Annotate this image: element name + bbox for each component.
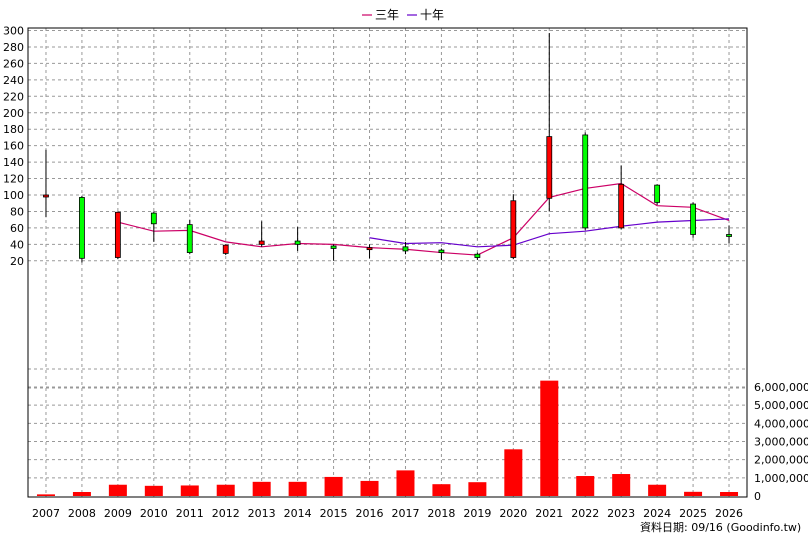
- candle-body: [402, 246, 409, 252]
- volume-bar: [684, 491, 703, 496]
- volume-bar: [216, 484, 235, 496]
- volume-bar: [108, 484, 127, 496]
- volume-bar: [468, 482, 487, 496]
- candle-body: [474, 253, 481, 258]
- year-tick-label: 2011: [176, 507, 204, 520]
- year-tick-label: 2014: [284, 507, 312, 520]
- candle-body: [726, 234, 732, 237]
- volume-tick-label: 0: [754, 490, 761, 503]
- candle-body: [114, 211, 121, 258]
- candle-body: [438, 249, 445, 253]
- volume-bar: [612, 474, 631, 496]
- x-axis: 2007 2008 2009 2010 2011 2012 2013 2014 2015 2016…: [32, 507, 743, 520]
- volume-bar: [72, 492, 91, 496]
- volume-bar: [576, 476, 595, 496]
- candle-body: [150, 212, 157, 225]
- year-tick-label: 2015: [320, 507, 348, 520]
- year-tick-label: 2010: [140, 507, 168, 520]
- volume-tick-label: 3,000,000: [754, 436, 808, 449]
- price-tick-label: 220: [3, 90, 24, 103]
- candles: [43, 32, 732, 263]
- volume-bar: [720, 492, 739, 496]
- price-tick-label: 180: [3, 123, 24, 136]
- volume-tick-label: 6,000,000: [754, 381, 808, 394]
- volume-tick-label: 1,000,000: [754, 472, 808, 485]
- year-tick-label: 2018: [427, 507, 455, 520]
- volume-bar: [36, 494, 55, 496]
- legend-label-ten-year: 十年: [420, 8, 444, 22]
- volume-bar: [288, 481, 307, 496]
- price-tick-label: 160: [3, 140, 24, 153]
- volume-tick-label: 2,000,000: [754, 454, 808, 467]
- volume-bar: [360, 480, 379, 496]
- volume-bar: [252, 481, 271, 496]
- data-date-credit: 資料日期: 09/16 (Goodinfo.tw): [640, 520, 801, 534]
- candle-body: [582, 134, 589, 229]
- candle-body: [546, 136, 553, 199]
- candle-body: [294, 240, 301, 245]
- ma-line-three-year: [117, 182, 730, 256]
- year-tick-label: 2016: [356, 507, 384, 520]
- price-tick-label: 100: [3, 189, 24, 202]
- year-tick-label: 2009: [104, 507, 132, 520]
- legend: 三年 十年: [362, 8, 444, 22]
- candle-body: [43, 194, 49, 198]
- plot-frame: [27, 27, 748, 498]
- candle-body: [654, 184, 661, 203]
- candle-body: [366, 247, 373, 251]
- price-tick-label: 60: [10, 222, 24, 235]
- candle-body: [618, 183, 625, 229]
- volume-bar: [504, 449, 523, 496]
- year-tick-label: 2007: [32, 507, 60, 520]
- candle-body: [330, 245, 337, 249]
- candle-body: [222, 244, 229, 254]
- price-tick-label: 260: [3, 57, 24, 70]
- candle-body: [186, 224, 193, 253]
- candle-body: [690, 203, 696, 235]
- price-tick-label: 300: [3, 25, 24, 38]
- legend-label-three-year: 三年: [375, 8, 399, 22]
- price-tick-label: 40: [10, 238, 24, 251]
- grid: [28, 28, 747, 497]
- year-tick-label: 2023: [607, 507, 635, 520]
- moving-average-lines: [117, 182, 730, 256]
- candle-body: [510, 200, 517, 258]
- volume-tick-label: 4,000,000: [754, 417, 808, 430]
- price-tick-label: 140: [3, 156, 24, 169]
- volume-bars: [36, 380, 739, 496]
- price-axis: 20 40 60 80 100 120 140 160 180 200 220 240 260 280 30…: [3, 25, 24, 268]
- candle-body: [258, 240, 265, 245]
- price-tick-label: 280: [3, 41, 24, 54]
- year-tick-label: 2020: [499, 507, 527, 520]
- price-tick-label: 240: [3, 74, 24, 87]
- year-tick-label: 2019: [463, 507, 491, 520]
- year-tick-label: 2021: [535, 507, 563, 520]
- volume-bar: [648, 484, 667, 496]
- year-tick-label: 2012: [212, 507, 240, 520]
- price-tick-label: 80: [10, 205, 24, 218]
- year-tick-label: 2013: [248, 507, 276, 520]
- year-tick-label: 2024: [643, 507, 671, 520]
- volume-bar: [432, 484, 451, 496]
- candle-body: [79, 197, 85, 259]
- price-tick-label: 120: [3, 173, 24, 186]
- volume-axis: 0 1,000,000 2,000,000 3,000,000 4,000,000 5,0…: [754, 381, 808, 503]
- price-tick-label: 200: [3, 107, 24, 120]
- ma-line-ten-year: [369, 218, 730, 248]
- volume-bar: [144, 485, 163, 496]
- year-tick-label: 2017: [391, 507, 419, 520]
- year-tick-label: 2026: [715, 507, 743, 520]
- volume-bar: [180, 485, 199, 496]
- year-tick-label: 2025: [679, 507, 707, 520]
- year-tick-label: 2008: [68, 507, 96, 520]
- volume-bar: [324, 476, 343, 496]
- price-tick-label: 20: [10, 255, 24, 268]
- volume-bar: [540, 380, 559, 496]
- year-tick-label: 2022: [571, 507, 599, 520]
- volume-tick-label: 5,000,000: [754, 399, 808, 412]
- volume-bar: [396, 470, 415, 496]
